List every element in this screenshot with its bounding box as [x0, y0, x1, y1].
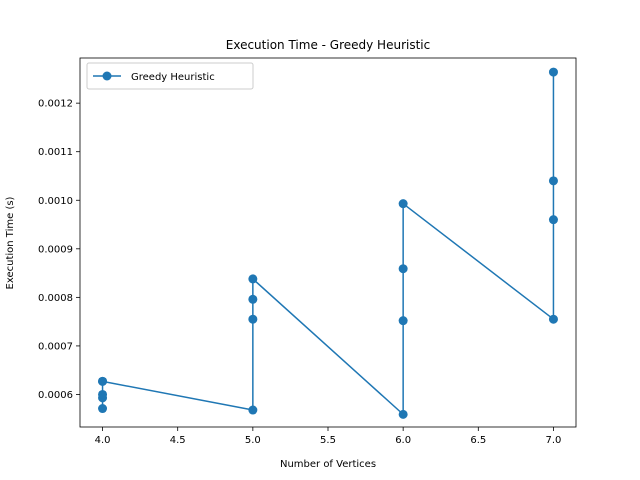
data-point	[248, 294, 258, 304]
data-point	[548, 314, 558, 324]
y-tick-label: 0.0012	[38, 99, 73, 110]
legend: Greedy Heuristic	[86, 62, 254, 90]
x-tick-label: 4.0	[95, 435, 111, 446]
data-point	[398, 264, 408, 274]
chart-title: Execution Time - Greedy Heuristic	[226, 38, 430, 52]
legend-entry-label: Greedy Heuristic	[131, 72, 215, 83]
y-tick-label: 0.0011	[38, 147, 73, 158]
y-tick-label: 0.0006	[38, 390, 73, 401]
data-point	[98, 376, 108, 386]
data-point	[398, 316, 408, 326]
y-axis: 0.0006 0.0007 0.0008 0.0009 0.0010 0.0011 0.00…	[38, 99, 80, 401]
data-point	[548, 67, 558, 77]
y-tick-label: 0.0010	[38, 196, 73, 207]
legend-box	[86, 62, 254, 90]
data-point	[98, 404, 108, 414]
x-tick-label: 6.0	[395, 435, 411, 446]
x-tick-label: 4.5	[170, 435, 186, 446]
data-point	[398, 199, 408, 209]
y-tick-label: 0.0009	[38, 244, 73, 255]
data-point	[98, 389, 108, 399]
x-tick-label: 6.5	[470, 435, 486, 446]
x-tick-label: 5.0	[245, 435, 261, 446]
y-tick-label: 0.0008	[38, 293, 73, 304]
data-point	[248, 274, 258, 284]
data-point	[248, 314, 258, 324]
y-axis-label: Execution Time (s)	[5, 196, 16, 289]
x-axis-label: Number of Vertices	[280, 459, 376, 470]
legend-marker	[102, 71, 112, 81]
data-point	[398, 409, 408, 419]
x-tick-label: 5.5	[320, 435, 336, 446]
data-point	[548, 215, 558, 225]
series-line	[101, 72, 555, 416]
y-tick-label: 0.0007	[38, 341, 73, 352]
data-point	[248, 405, 258, 415]
x-tick-label: 7.0	[546, 435, 562, 446]
x-axis: 4.0 4.5 5.0 5.5 6.0 6.5 7.0	[95, 427, 562, 446]
data-point	[548, 176, 558, 186]
